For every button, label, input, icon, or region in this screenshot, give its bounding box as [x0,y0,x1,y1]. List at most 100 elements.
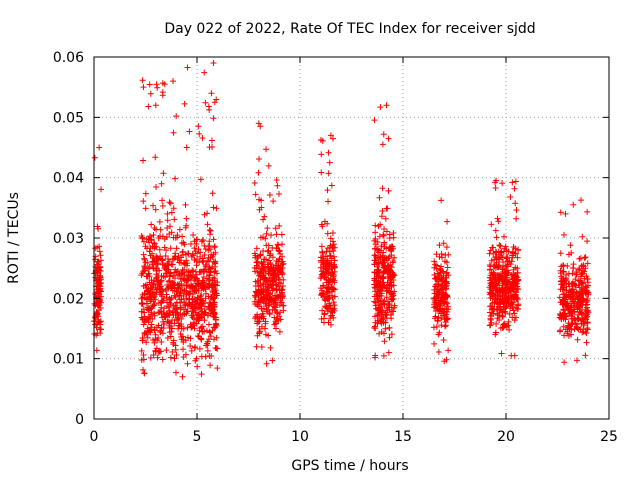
data-point-c5 [442,294,449,301]
data-point-c3 [319,287,326,294]
data-point-c7 [581,254,588,261]
data-point-c6 [498,286,505,293]
data-point-c6 [501,320,508,327]
data-point-c7 [582,254,589,261]
data-point-c1 [147,354,154,361]
data-point-c7 [578,197,585,204]
data-point-c1 [207,227,214,234]
data-point-c7 [563,287,570,294]
data-point-c1 [141,370,148,377]
data-point-c6 [501,299,508,306]
data-point-c1 [207,231,214,238]
data-point-c1 [160,325,167,332]
data-point-c1 [181,282,188,289]
data-point-c1 [190,268,197,275]
data-point-c3 [320,261,327,268]
data-point-c1 [164,224,171,231]
data-point-c4 [385,281,392,288]
data-point-c6 [486,309,493,316]
data-point-c6 [505,269,512,276]
data-point-c5 [445,306,452,313]
data-point-c2 [265,284,272,291]
data-point-c3 [318,151,325,158]
data-point-c7 [576,265,583,272]
data-point-c2 [252,191,259,198]
data-point-c7 [557,299,564,306]
data-point-c4 [387,273,394,280]
data-point-c6 [493,177,500,184]
data-point-c0 [93,347,100,354]
data-point-c7 [584,238,591,245]
data-point-c2 [278,231,285,238]
data-point-c1 [180,346,187,353]
data-point-c1 [151,301,158,308]
data-point-c7 [580,318,587,325]
data-point-c1 [146,305,153,312]
data-point-c1 [196,327,203,334]
data-point-c2 [258,197,265,204]
data-point-c1 [204,312,211,319]
data-point-c1 [172,234,179,241]
data-point-c1 [162,262,169,269]
data-point-c7 [575,303,582,310]
data-point-c3 [330,286,337,293]
data-point-c6 [494,289,501,296]
data-point-c1 [163,247,170,254]
data-point-c1 [206,264,213,271]
data-point-c2 [257,251,264,258]
data-point-c3 [325,198,332,205]
data-point-c1 [176,292,183,299]
data-point-c1 [164,217,171,224]
data-point-c2 [266,192,273,199]
data-point-c4 [388,288,395,295]
data-point-c6 [514,265,521,272]
data-point-c6 [494,315,501,322]
data-point-c6 [487,313,494,320]
data-point-c2 [265,162,272,169]
x-tick-label-15: 15 [394,429,412,445]
data-point-c4 [378,328,385,335]
data-point-c6 [514,296,521,303]
data-point-c7 [581,275,588,282]
data-point-c2 [269,357,276,364]
data-point-c1 [206,106,213,113]
data-point-c0 [96,287,103,294]
data-point-c5 [442,286,449,293]
data-point-c7 [584,307,591,314]
data-point-c1 [144,288,151,295]
data-point-c5 [434,287,441,294]
data-point-c7 [577,297,584,304]
data-point-c1 [150,294,157,301]
x-tick-label-0: 0 [90,429,99,445]
data-point-c1 [195,123,202,130]
data-point-c1 [161,244,168,251]
data-point-c1 [138,347,145,354]
data-point-c7 [579,233,586,240]
data-point-c1 [178,315,185,322]
data-point-c3 [317,264,324,271]
y-tick-label-0: 0 [75,412,84,428]
data-point-c1 [150,259,157,266]
data-point-c2 [275,271,282,278]
data-point-c4 [386,300,393,307]
data-point-c6 [510,275,517,282]
data-point-c1 [163,347,170,354]
data-point-c1 [164,210,171,217]
data-point-c6 [511,291,518,298]
data-point-c1 [201,300,208,307]
data-point-c6 [513,207,520,214]
data-point-c1 [191,287,197,294]
data-point-c6 [488,257,495,264]
data-point-c1 [146,81,153,88]
data-point-c4 [372,241,379,248]
data-point-c1 [138,232,145,239]
data-point-c6 [495,277,502,284]
data-point-c6 [511,279,518,286]
data-point-c6 [499,313,506,320]
data-point-c1 [152,154,159,161]
data-point-c2 [266,270,273,277]
data-point-c1 [144,287,151,294]
data-point-c1 [183,277,190,284]
data-point-c4 [376,233,383,240]
data-point-c3 [326,278,333,285]
